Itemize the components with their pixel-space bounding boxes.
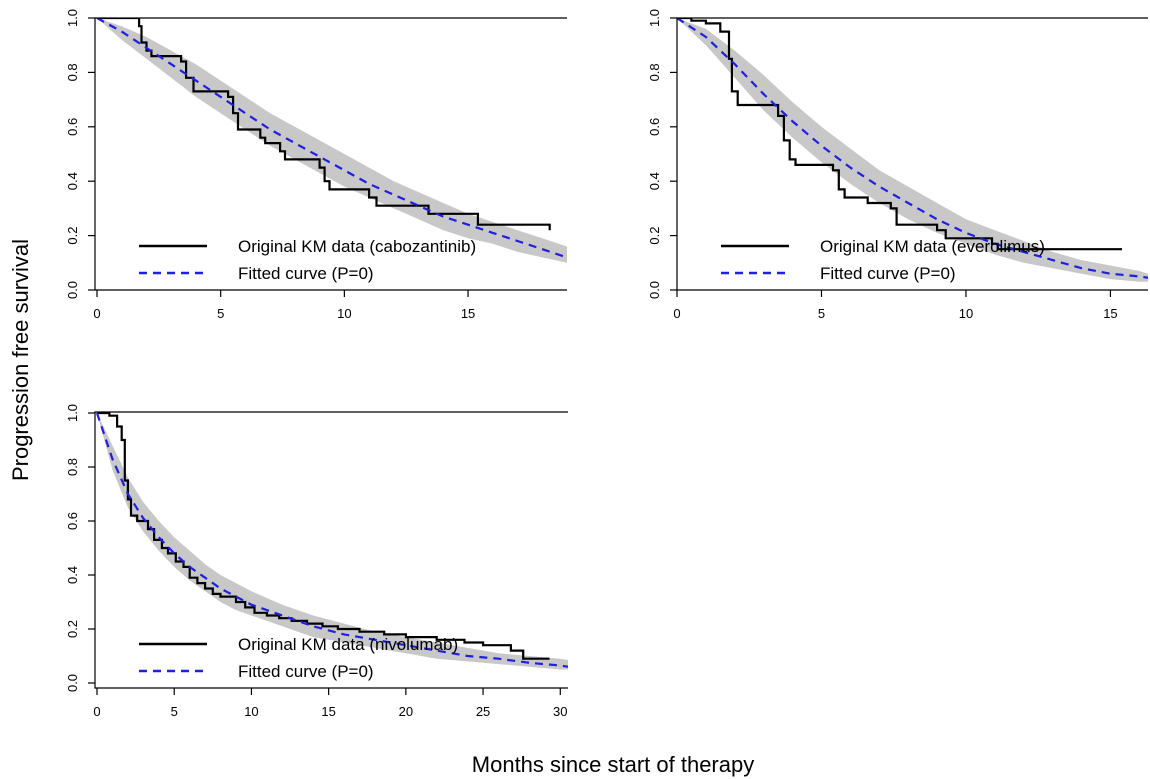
y-tick-label: 0.2 <box>65 227 80 245</box>
plot-area <box>96 18 567 263</box>
y-axis-title: Progression free survival <box>8 239 33 481</box>
plot-area <box>95 412 568 670</box>
fitted-curve-line <box>95 412 568 668</box>
y-tick-label: 0.0 <box>65 281 80 299</box>
y-tick-label: 0.0 <box>647 281 662 299</box>
y-tick-label: 0.6 <box>65 118 80 136</box>
panel-cabozantinib: 0.0 0.2 0.4 0.6 0.8 1.0 0 5 10 15 Original KM data… <box>65 9 567 321</box>
y-tick-label: 0.6 <box>65 512 80 530</box>
x-tick-label: 15 <box>461 306 475 321</box>
km-step-line <box>97 18 551 231</box>
km-step-line <box>677 18 1122 251</box>
plot-frame <box>94 411 568 689</box>
x-tick-label: 20 <box>399 704 413 719</box>
legend-label: Original KM data (cabozantinib) <box>238 237 476 256</box>
x-tick-label: 5 <box>818 306 825 321</box>
y-tick-label: 0.6 <box>647 118 662 136</box>
y-tick-label: 0.2 <box>647 227 662 245</box>
panel-everolimus: 0.0 0.2 0.4 0.6 0.8 1.0 0 5 10 15 Original KM data… <box>647 9 1148 321</box>
fitted-curve-line <box>677 18 1148 279</box>
y-tick-label: 1.0 <box>65 404 80 422</box>
x-tick-label: 30 <box>553 704 567 719</box>
panel-nivolumab: 0.0 0.2 0.4 0.6 0.8 1.0 0 5 10 15 20 25 30 Original K… <box>65 404 568 719</box>
x-tick-label: 0 <box>93 704 100 719</box>
x-tick-label: 0 <box>673 306 680 321</box>
legend-label: Fitted curve (P=0) <box>238 264 374 283</box>
legend-label: Original KM data (everolimus) <box>820 237 1045 256</box>
legend-label: Fitted curve (P=0) <box>238 662 374 681</box>
x-tick-label: 15 <box>321 704 335 719</box>
y-tick-label: 0.2 <box>65 620 80 638</box>
y-tick-label: 1.0 <box>647 9 662 27</box>
y-tick-label: 0.4 <box>647 172 662 190</box>
y-tick-label: 1.0 <box>65 9 80 27</box>
y-tick-label: 0.4 <box>65 566 80 584</box>
km-step-line <box>97 412 550 660</box>
x-axis-title: Months since start of therapy <box>472 752 754 777</box>
confidence-band <box>97 18 567 263</box>
y-tick-label: 0.4 <box>65 172 80 190</box>
y-tick-label: 0.0 <box>65 674 80 692</box>
plot-frame <box>94 17 567 291</box>
y-tick-label: 0.8 <box>647 63 662 81</box>
confidence-band <box>677 18 1148 282</box>
y-tick-label: 0.8 <box>65 63 80 81</box>
legend-label: Original KM data (nivolumab) <box>238 635 458 654</box>
x-tick-label: 5 <box>217 306 224 321</box>
x-tick-label: 15 <box>1103 306 1117 321</box>
plot-area <box>677 18 1148 282</box>
plot-frame <box>676 17 1148 291</box>
x-tick-label: 10 <box>244 704 258 719</box>
y-tick-label: 0.8 <box>65 458 80 476</box>
x-tick-label: 5 <box>171 704 178 719</box>
x-tick-label: 25 <box>476 704 490 719</box>
x-tick-label: 0 <box>93 306 100 321</box>
legend-label: Fitted curve (P=0) <box>820 264 956 283</box>
x-tick-label: 10 <box>959 306 973 321</box>
x-tick-label: 10 <box>337 306 351 321</box>
